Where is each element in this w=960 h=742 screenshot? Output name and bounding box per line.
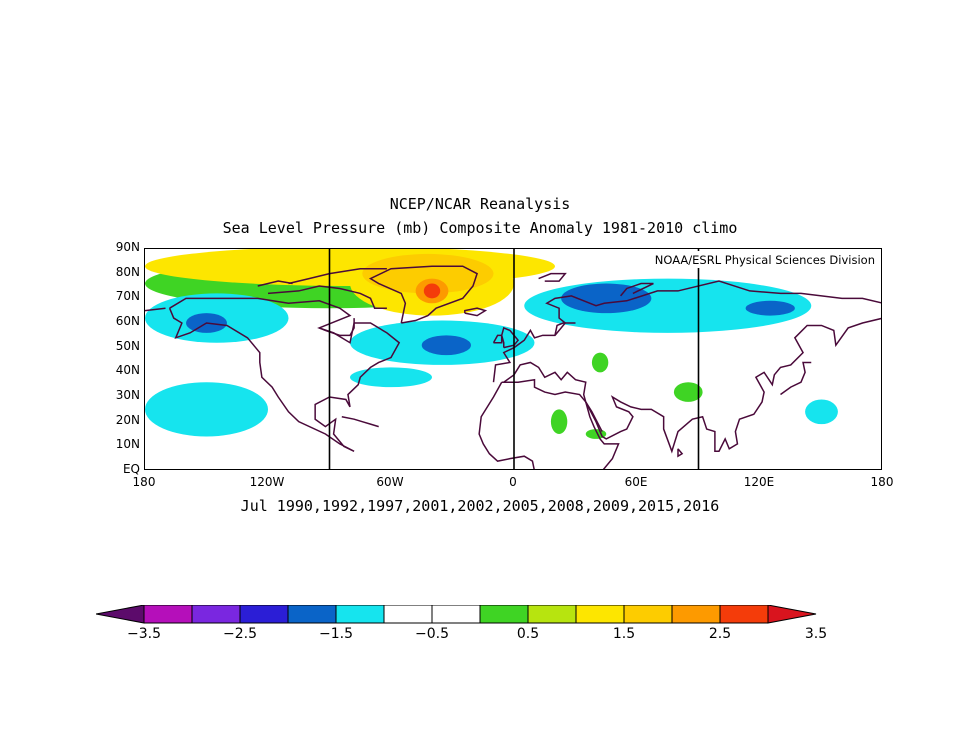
anomaly-region-13 — [745, 300, 795, 316]
anomaly-region-17 — [585, 429, 607, 439]
colorbar — [96, 605, 817, 624]
anomaly-region-19 — [350, 367, 432, 388]
anomaly-region-7 — [421, 335, 471, 356]
coastline-18 — [318, 318, 355, 337]
coastline-19 — [538, 272, 567, 282]
coastline-0 — [168, 297, 401, 452]
coastline-12 — [464, 307, 488, 317]
latitude-label: EQ — [122, 462, 140, 476]
credit-label: NOAA/ESRL Physical Sciences Division — [644, 251, 879, 268]
latitude-label: 80N — [115, 264, 140, 279]
coastline-6 — [501, 378, 620, 469]
latitude-label: 30N — [115, 388, 140, 402]
coastline-1 — [368, 265, 479, 324]
longitude-label: 120W — [249, 475, 285, 489]
coastline-5 — [478, 381, 535, 469]
coastline-14 — [492, 334, 503, 344]
anomaly-region-12 — [561, 283, 652, 314]
colorbar-tick-label: 1.5 — [612, 626, 636, 642]
map-title: NCEP/NCAR Reanalysis — [389, 195, 571, 213]
anomaly-region-14 — [550, 409, 568, 434]
colorbar-segment — [383, 605, 433, 624]
colorbar-segment — [143, 605, 193, 624]
colorbar-tick-label: 3.5 — [804, 626, 828, 642]
colorbar-segment — [527, 605, 577, 624]
coastline-4 — [503, 317, 881, 454]
coastline-15 — [267, 285, 387, 309]
colorbar-segment — [191, 605, 241, 624]
anomaly-region-5 — [423, 283, 441, 299]
coastline-7 — [554, 322, 576, 336]
colorbar-segment — [719, 605, 769, 624]
longitude-label: 180 — [870, 475, 894, 489]
colorbar-segment — [479, 605, 529, 624]
coastline-10 — [780, 361, 812, 396]
colorbar-max-arrow — [767, 605, 817, 624]
map-canvas — [145, 249, 881, 469]
coastline-11 — [341, 415, 379, 428]
anomaly-region-18 — [805, 399, 838, 425]
colorbar-tick-label: −1.5 — [319, 626, 353, 642]
anomaly-region-15 — [591, 352, 609, 373]
anomaly-region-3 — [362, 253, 494, 294]
coastline-8 — [585, 401, 603, 432]
colorbar-min-arrow — [96, 605, 145, 624]
latitude-label: 50N — [115, 338, 140, 353]
colorbar-tick-label: 0.5 — [516, 626, 540, 642]
colorbar-segment — [575, 605, 625, 624]
latitude-label: 40N — [115, 363, 140, 378]
longitude-label: 0 — [509, 475, 517, 489]
longitude-label: 60W — [376, 475, 404, 489]
coastline-20 — [620, 282, 654, 297]
colorbar-segment — [623, 605, 673, 624]
longitude-label: 120E — [743, 475, 775, 489]
longitude-label: 180 — [132, 475, 156, 489]
latitude-label: 60N — [115, 314, 140, 328]
coastline-3 — [145, 307, 166, 312]
colorbar-tick-label: 2.5 — [708, 626, 732, 642]
anomaly-map: NOAA/ESRL Physical Sciences Division — [144, 248, 882, 470]
colorbar-tick-label: −2.5 — [223, 626, 257, 642]
longitude-label: 60E — [624, 475, 648, 489]
colorbar-segment — [239, 605, 289, 624]
anomaly-region-16 — [673, 382, 703, 402]
latitude-label: 20N — [115, 412, 140, 427]
map-subtitle: Sea Level Pressure (mb) Composite Anomal… — [222, 219, 738, 237]
latitude-label: 90N — [115, 240, 140, 254]
colorbar-tick-label: −0.5 — [415, 626, 449, 642]
colorbar-segment — [287, 605, 337, 624]
colorbar-segment — [335, 605, 385, 624]
latitude-label: 70N — [115, 289, 140, 304]
colorbar-segment — [431, 605, 481, 624]
colorbar-tick-label: −3.5 — [127, 626, 161, 642]
coastline-2 — [492, 280, 881, 383]
anomaly-region-10 — [145, 382, 268, 437]
coastline-17 — [257, 280, 293, 287]
composite-years-caption: Jul 1990,1992,1997,2001,2002,2005,2008,2… — [240, 497, 720, 515]
colorbar-segment — [671, 605, 721, 624]
coastline-9 — [677, 448, 684, 458]
latitude-label: 10N — [115, 437, 140, 452]
